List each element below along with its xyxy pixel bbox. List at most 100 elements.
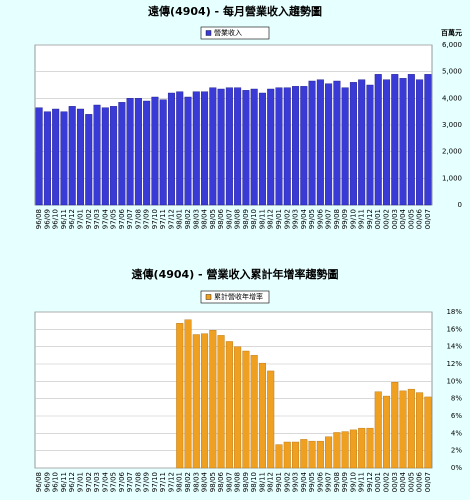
x-tick-label: 97/02 [85, 472, 93, 492]
y-tick-label: 10% [446, 377, 462, 385]
x-tick-label: 99/12 [366, 209, 374, 229]
x-tick-label: 98/06 [217, 471, 225, 492]
bar [35, 107, 43, 206]
bar [267, 370, 275, 469]
bar [250, 355, 258, 469]
bar [292, 441, 300, 469]
bar [225, 87, 233, 206]
bar [308, 80, 316, 206]
x-tick-label: 99/04 [300, 471, 308, 492]
bar [176, 323, 184, 469]
x-tick-label: 99/06 [316, 208, 324, 229]
bar [60, 111, 68, 206]
x-tick-label: 00/06 [416, 208, 424, 229]
x-tick-label: 99/09 [341, 472, 349, 492]
x-tick-label: 00/03 [391, 209, 399, 229]
y-tick-label: 2,000 [442, 148, 462, 156]
bar [358, 79, 366, 206]
x-tick-label: 98/09 [242, 209, 250, 229]
bar [424, 396, 432, 469]
x-tick-label: 97/10 [151, 472, 159, 492]
x-tick-label: 97/05 [110, 472, 118, 492]
x-tick-label: 96/12 [68, 209, 76, 229]
bar [85, 114, 93, 206]
bar [151, 96, 159, 206]
bar [399, 78, 407, 206]
x-tick-label: 00/05 [407, 209, 415, 229]
x-tick-label: 00/01 [374, 209, 382, 229]
bar [283, 87, 291, 206]
bar [68, 106, 76, 206]
legend-label: 營業收入 [214, 28, 242, 37]
bar [275, 444, 283, 469]
bar [76, 108, 84, 206]
bar [250, 88, 258, 206]
x-tick-label: 99/07 [325, 472, 333, 492]
x-tick-label: 96/10 [52, 209, 60, 229]
x-tick-label: 96/09 [43, 209, 51, 229]
bar [101, 107, 109, 206]
bar [391, 382, 399, 469]
x-tick-label: 97/11 [159, 209, 167, 229]
bar [374, 391, 382, 469]
bar [184, 96, 192, 206]
x-tick-label: 98/12 [267, 472, 275, 492]
x-tick-label: 97/12 [167, 209, 175, 229]
x-tick-label: 99/06 [316, 471, 324, 492]
x-tick-label: 98/11 [258, 209, 266, 229]
bar [234, 87, 242, 206]
chart-title: 遠傳(4904) - 營業收入累計年增率趨勢圖 [132, 267, 339, 281]
x-tick-label: 98/05 [209, 209, 217, 229]
bar [52, 108, 60, 206]
x-tick-label: 96/10 [52, 472, 60, 492]
bar [316, 440, 324, 469]
x-tick-label: 98/12 [267, 209, 275, 229]
x-tick-label: 98/01 [176, 209, 184, 229]
x-tick-label: 98/03 [192, 209, 200, 229]
bar [283, 441, 291, 469]
x-tick-label: 96/08 [35, 209, 43, 229]
x-tick-label: 98/07 [225, 209, 233, 229]
x-tick-label: 99/11 [358, 209, 366, 229]
bar [234, 346, 242, 469]
bar [192, 91, 200, 206]
x-tick-label: 97/01 [76, 209, 84, 229]
y-tick-label: 1,000 [442, 174, 462, 182]
plot-area [34, 311, 433, 469]
x-tick-label: 97/07 [126, 472, 134, 492]
x-tick-label: 98/04 [201, 471, 209, 492]
x-tick-label: 00/05 [407, 472, 415, 492]
x-tick-label: 99/12 [366, 472, 374, 492]
bar [341, 87, 349, 206]
bar [275, 87, 283, 206]
x-tick-label: 97/09 [143, 209, 151, 229]
x-tick-label: 99/11 [358, 472, 366, 492]
x-tick-label: 98/04 [201, 208, 209, 229]
y-tick-label: 0% [451, 464, 462, 472]
y-tick-label: 8% [451, 395, 462, 403]
bar [416, 392, 424, 469]
x-tick-label: 99/03 [292, 472, 300, 492]
x-tick-label: 99/08 [333, 209, 341, 229]
bar [93, 104, 101, 206]
y-tick-label: 6,000 [442, 41, 462, 49]
bar [333, 80, 341, 206]
x-tick-label: 98/07 [225, 472, 233, 492]
x-tick-label: 99/01 [275, 472, 283, 492]
bar [407, 74, 415, 206]
bar [184, 319, 192, 469]
bar [308, 440, 316, 469]
x-tick-label: 99/05 [308, 472, 316, 492]
x-tick-label: 00/02 [383, 472, 391, 492]
x-tick-label: 99/01 [275, 209, 283, 229]
x-tick-label: 00/03 [391, 472, 399, 492]
legend-swatch [205, 30, 212, 36]
x-tick-label: 97/10 [151, 209, 159, 229]
bar [258, 362, 266, 469]
x-tick-label: 98/03 [192, 472, 200, 492]
x-tick-label: 99/04 [300, 208, 308, 229]
x-tick-label: 97/06 [118, 208, 126, 229]
x-tick-label: 00/01 [374, 472, 382, 492]
x-tick-label: 98/09 [242, 472, 250, 492]
